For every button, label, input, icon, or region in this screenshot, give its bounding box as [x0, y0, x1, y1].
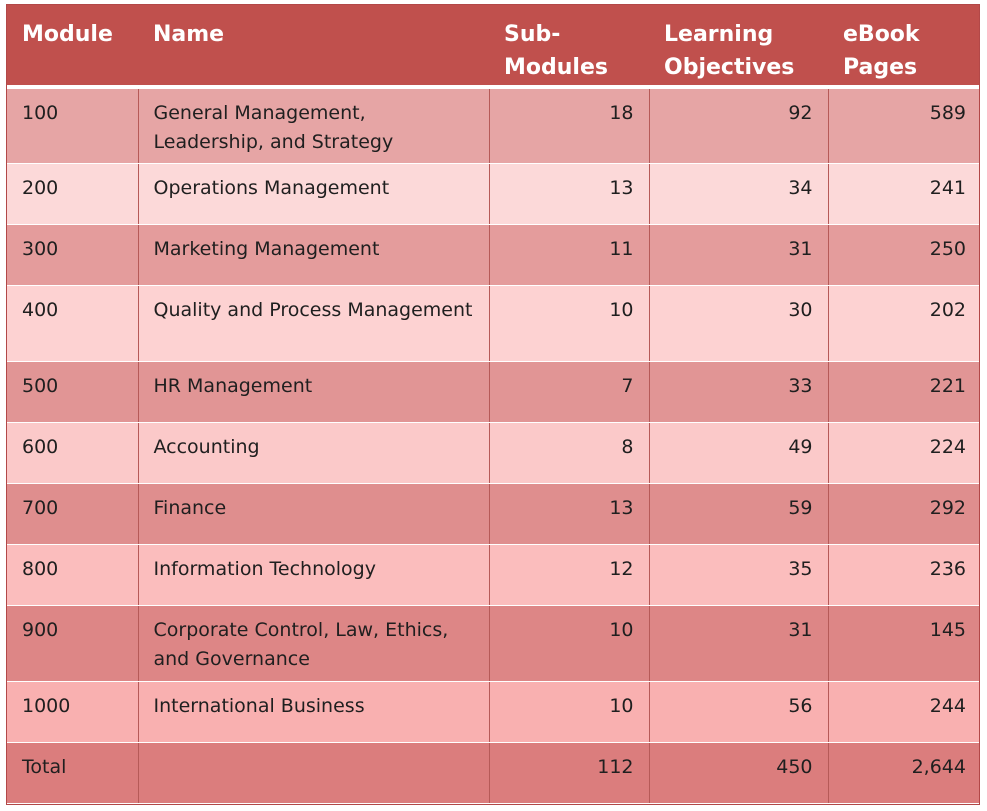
cell-learning-objectives: 49 [649, 422, 829, 484]
total-learning-objectives: 450 [649, 742, 829, 804]
table-row: 800 Information Technology 12 35 236 [7, 544, 979, 606]
header-ebook-pages: eBook Pages [828, 5, 979, 89]
cell-ebook-pages: 250 [828, 224, 979, 286]
cell-sub-modules: 18 [489, 87, 650, 164]
header-ebook-pages-line2: Pages [843, 55, 918, 80]
cell-ebook-pages: 202 [828, 285, 979, 362]
cell-sub-modules: 7 [489, 361, 650, 423]
cell-module: 300 [7, 224, 139, 286]
total-label: Total [7, 742, 139, 804]
header-learning-objectives-line1: Learning [664, 22, 774, 47]
table-row: 1000 International Business 10 56 244 [7, 681, 979, 743]
cell-module: 500 [7, 361, 139, 423]
total-name [138, 742, 490, 804]
header-learning-objectives-line2: Objectives [664, 55, 795, 80]
table-row: 100 General Management, Leadership, and … [7, 87, 979, 164]
cell-module: 200 [7, 163, 139, 225]
header-sub-modules: Sub- Modules [489, 5, 649, 89]
cell-learning-objectives: 34 [649, 163, 829, 225]
cell-sub-modules: 10 [489, 605, 650, 682]
cell-sub-modules: 12 [489, 544, 650, 606]
cell-ebook-pages: 224 [828, 422, 979, 484]
cell-name: Marketing Management [138, 224, 490, 286]
cell-module: 700 [7, 483, 139, 545]
table-row: 700 Finance 13 59 292 [7, 483, 979, 545]
header-sub-modules-line2: Modules [504, 55, 608, 80]
cell-ebook-pages: 221 [828, 361, 979, 423]
modules-table: Module Name Sub- Modules Learning Object… [7, 5, 979, 804]
header-row: Module Name Sub- Modules Learning Object… [7, 5, 979, 89]
cell-name: Finance [138, 483, 490, 545]
table-row: 400 Quality and Process Management 10 30… [7, 285, 979, 362]
cell-learning-objectives: 31 [649, 605, 829, 682]
total-row: Total 112 450 2,644 [7, 742, 979, 804]
cell-learning-objectives: 30 [649, 285, 829, 362]
header-learning-objectives: Learning Objectives [649, 5, 828, 89]
cell-sub-modules: 13 [489, 163, 650, 225]
total-sub-modules: 112 [489, 742, 650, 804]
table-row: 500 HR Management 7 33 221 [7, 361, 979, 423]
cell-module: 1000 [7, 681, 139, 743]
header-ebook-pages-line1: eBook [843, 22, 920, 47]
cell-sub-modules: 10 [489, 681, 650, 743]
header-name: Name [138, 5, 489, 89]
cell-learning-objectives: 31 [649, 224, 829, 286]
cell-module: 600 [7, 422, 139, 484]
modules-table-container: Module Name Sub- Modules Learning Object… [6, 4, 980, 805]
table-row: 900 Corporate Control, Law, Ethics, and … [7, 605, 979, 682]
cell-name: Operations Management [138, 163, 490, 225]
cell-module: 900 [7, 605, 139, 682]
table-row: 200 Operations Management 13 34 241 [7, 163, 979, 225]
cell-name: HR Management [138, 361, 490, 423]
cell-module: 800 [7, 544, 139, 606]
cell-name: Quality and Process Management [138, 285, 490, 362]
cell-learning-objectives: 59 [649, 483, 829, 545]
cell-learning-objectives: 56 [649, 681, 829, 743]
total-ebook-pages: 2,644 [828, 742, 979, 804]
cell-sub-modules: 13 [489, 483, 650, 545]
cell-name: International Business [138, 681, 490, 743]
cell-name: General Management, Leadership, and Stra… [138, 87, 490, 164]
table-row: 300 Marketing Management 11 31 250 [7, 224, 979, 286]
cell-name: Corporate Control, Law, Ethics, and Gove… [138, 605, 490, 682]
cell-ebook-pages: 244 [828, 681, 979, 743]
cell-sub-modules: 11 [489, 224, 650, 286]
cell-ebook-pages: 145 [828, 605, 979, 682]
cell-ebook-pages: 241 [828, 163, 979, 225]
cell-module: 400 [7, 285, 139, 362]
cell-module: 100 [7, 87, 139, 164]
cell-sub-modules: 8 [489, 422, 650, 484]
table-row: 600 Accounting 8 49 224 [7, 422, 979, 484]
cell-learning-objectives: 33 [649, 361, 829, 423]
cell-sub-modules: 10 [489, 285, 650, 362]
cell-learning-objectives: 35 [649, 544, 829, 606]
cell-ebook-pages: 292 [828, 483, 979, 545]
cell-learning-objectives: 92 [649, 87, 829, 164]
cell-ebook-pages: 589 [828, 87, 979, 164]
cell-ebook-pages: 236 [828, 544, 979, 606]
header-sub-modules-line1: Sub- [504, 22, 561, 47]
header-module: Module [7, 5, 138, 89]
cell-name: Accounting [138, 422, 490, 484]
cell-name: Information Technology [138, 544, 490, 606]
